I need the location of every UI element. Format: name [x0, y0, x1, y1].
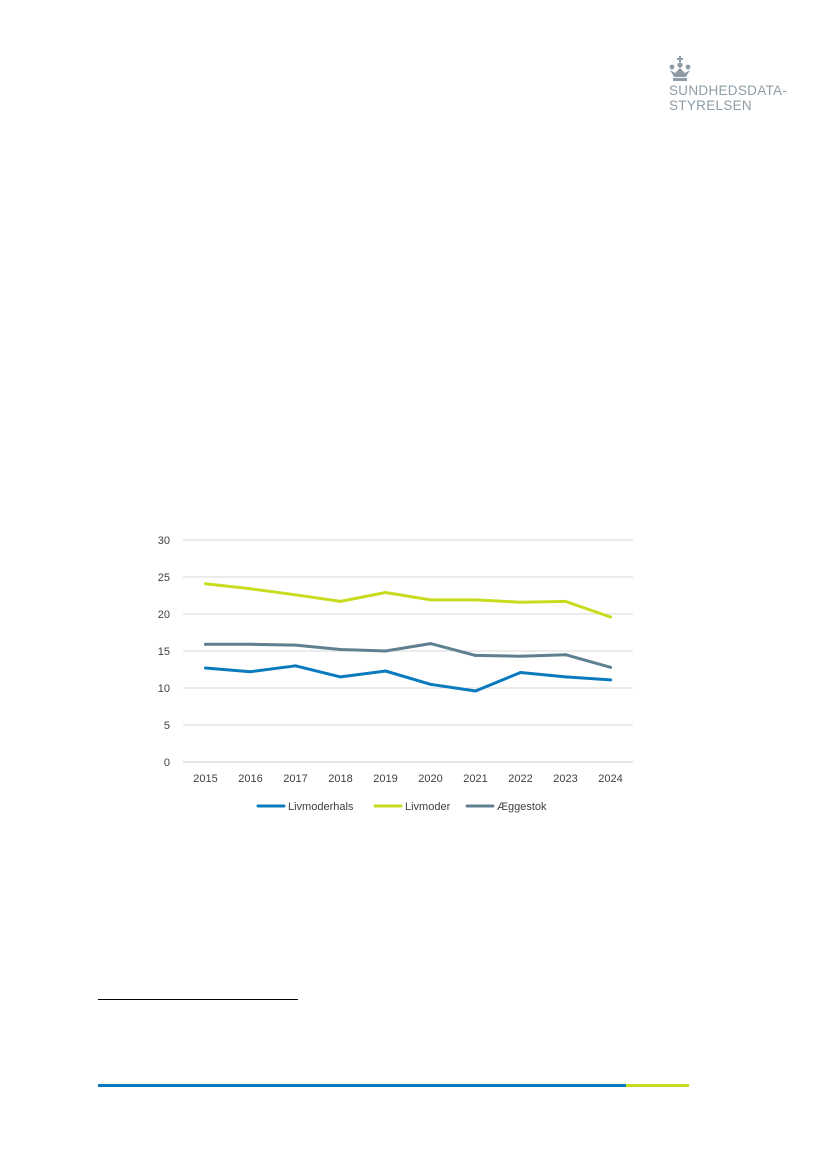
data-point: [294, 664, 297, 668]
x-tick-label: 2024: [598, 773, 622, 785]
footer-bar-blue: [98, 1084, 626, 1087]
y-tick-label: 30: [158, 535, 170, 547]
data-point: [519, 671, 522, 674]
data-point: [474, 598, 477, 602]
data-point: [294, 643, 297, 647]
data-point: [204, 666, 207, 670]
y-tick-label: 15: [158, 646, 170, 658]
y-tick-label: 5: [164, 720, 170, 732]
data-point: [294, 593, 297, 597]
data-point: [339, 600, 342, 603]
x-tick-label: 2017: [283, 773, 307, 785]
data-point: [429, 598, 432, 602]
series-line-2: [204, 642, 612, 669]
data-point: [564, 675, 567, 679]
data-point: [519, 654, 522, 658]
logo-text-line1: SUNDHEDSDATA-: [669, 83, 788, 98]
x-tick-label: 2016: [238, 773, 262, 785]
data-point: [384, 591, 387, 594]
x-tick-label: 2019: [373, 773, 397, 785]
x-tick-label: 2021: [463, 773, 487, 785]
y-tick-label: 25: [158, 572, 170, 584]
x-tick-label: 2015: [193, 773, 217, 785]
data-point: [249, 642, 252, 646]
data-point: [384, 669, 387, 673]
data-point: [429, 682, 432, 686]
logo-text-line2: STYRELSEN: [669, 98, 752, 113]
x-tick-label: 2018: [328, 773, 352, 785]
data-point: [474, 689, 477, 693]
data-point: [609, 665, 612, 669]
legend-label: Æggestok: [497, 801, 547, 813]
legend-label: Livmoder: [405, 801, 451, 813]
x-tick-label: 2022: [508, 773, 532, 785]
data-point: [204, 642, 207, 646]
line-chart: 0 5 10 15 20 25 30 2015 2016 2017 2018 2019 2020 2021…: [140, 525, 650, 825]
series-line-0: [204, 664, 612, 693]
data-point: [519, 600, 522, 604]
data-point: [609, 615, 612, 619]
data-point: [339, 648, 342, 651]
y-tick-label: 10: [158, 683, 170, 695]
data-point: [339, 675, 342, 679]
data-point: [474, 654, 477, 657]
data-point: [429, 642, 432, 645]
logo: SUNDHEDSDATA- STYRELSEN: [666, 56, 796, 116]
footer-bar-green: [626, 1084, 689, 1087]
data-point: [204, 582, 207, 586]
data-point: [249, 670, 252, 674]
y-tick-label: 20: [158, 609, 170, 621]
chart-svg: 0 5 10 15 20 25 30 2015 2016 2017 2018 2019 2020 2021…: [158, 535, 633, 813]
x-tick-label: 2023: [553, 773, 577, 785]
data-point: [564, 600, 567, 603]
data-point: [384, 649, 387, 653]
data-point: [609, 678, 612, 682]
footnote-rule: [98, 999, 298, 1000]
data-point: [249, 587, 252, 591]
legend-label: Livmoderhals: [288, 801, 354, 813]
data-point: [564, 653, 567, 657]
series-line-1: [204, 582, 612, 619]
crown-icon: [669, 56, 691, 81]
x-tick-label: 2020: [418, 773, 442, 785]
y-tick-label: 0: [164, 757, 170, 769]
